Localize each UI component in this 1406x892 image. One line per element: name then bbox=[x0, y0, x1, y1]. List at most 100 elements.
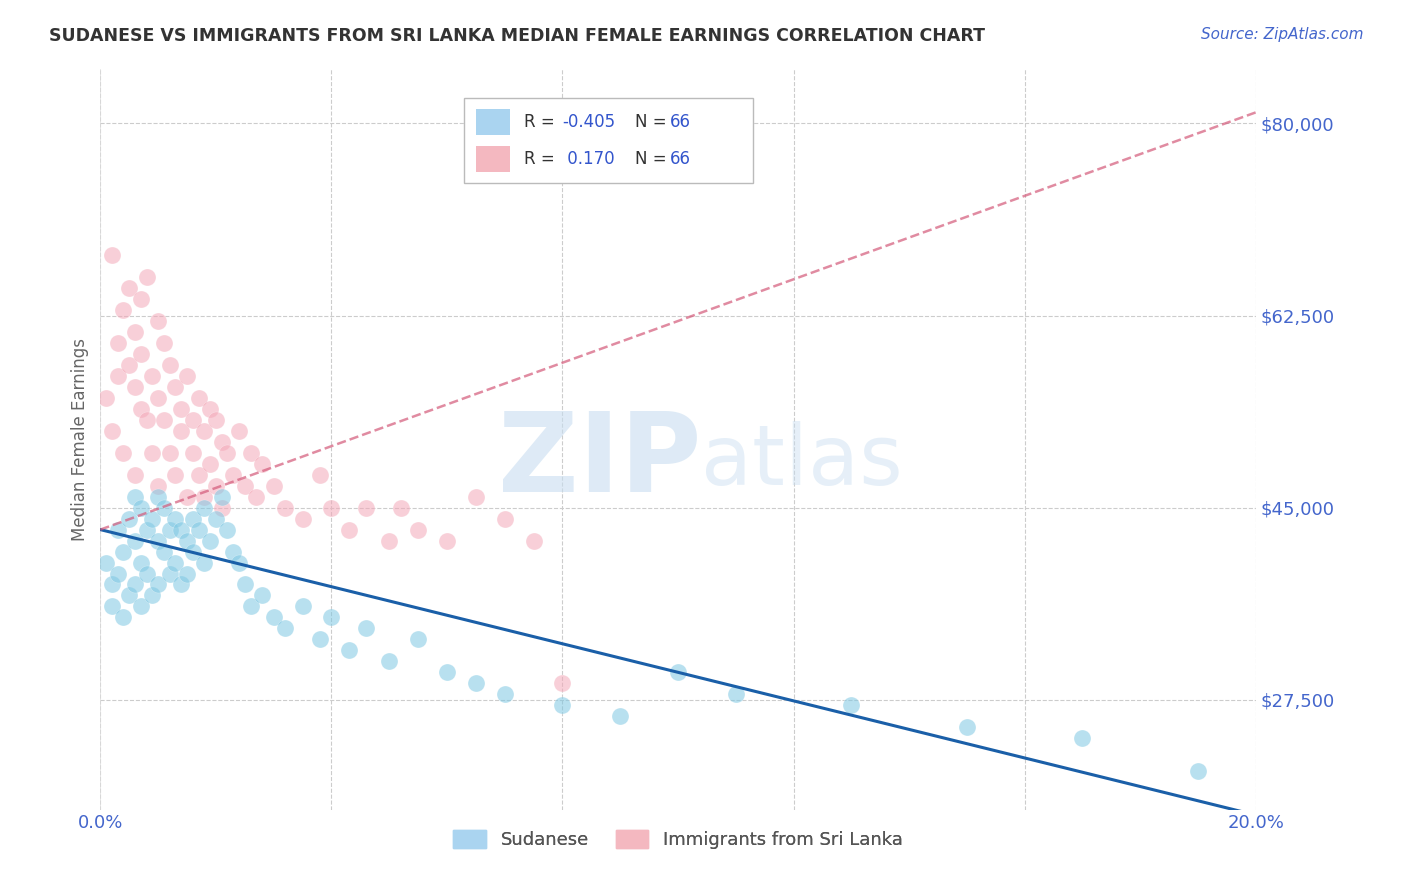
Point bbox=[170, 424, 193, 438]
FancyBboxPatch shape bbox=[475, 145, 510, 171]
Text: ZIP: ZIP bbox=[498, 408, 702, 515]
Point bbox=[129, 292, 152, 306]
Point bbox=[337, 523, 360, 537]
Point bbox=[165, 556, 187, 570]
Point bbox=[436, 665, 458, 680]
Point bbox=[245, 490, 267, 504]
Text: -0.405: -0.405 bbox=[562, 113, 616, 131]
Point bbox=[124, 325, 146, 339]
Point bbox=[839, 698, 862, 713]
Point bbox=[153, 413, 176, 427]
Point bbox=[354, 500, 377, 515]
Point bbox=[176, 566, 198, 581]
Point bbox=[112, 303, 135, 318]
Legend: Sudanese, Immigrants from Sri Lanka: Sudanese, Immigrants from Sri Lanka bbox=[446, 822, 910, 856]
Text: N =: N = bbox=[636, 150, 666, 168]
Point bbox=[308, 632, 330, 647]
Point bbox=[112, 610, 135, 624]
Point bbox=[181, 446, 204, 460]
Point bbox=[170, 401, 193, 416]
FancyBboxPatch shape bbox=[464, 98, 754, 184]
Point bbox=[112, 446, 135, 460]
Point bbox=[176, 368, 198, 383]
Point bbox=[211, 490, 233, 504]
Point bbox=[118, 281, 141, 295]
Point bbox=[228, 424, 250, 438]
Point bbox=[609, 709, 631, 723]
Point bbox=[170, 577, 193, 591]
Point bbox=[263, 478, 285, 492]
Point bbox=[436, 533, 458, 548]
Point bbox=[135, 523, 157, 537]
Point bbox=[118, 589, 141, 603]
Point bbox=[135, 566, 157, 581]
Point bbox=[551, 676, 574, 690]
Point bbox=[146, 577, 169, 591]
Point bbox=[274, 500, 297, 515]
Point bbox=[165, 467, 187, 482]
Point bbox=[724, 687, 747, 701]
Point bbox=[198, 401, 221, 416]
Point bbox=[101, 248, 124, 262]
Point bbox=[523, 533, 546, 548]
Point bbox=[464, 490, 486, 504]
Point bbox=[187, 391, 209, 405]
Point bbox=[406, 523, 429, 537]
Point bbox=[129, 401, 152, 416]
Point bbox=[193, 490, 215, 504]
Point bbox=[101, 599, 124, 614]
Point bbox=[107, 523, 129, 537]
Point bbox=[107, 368, 129, 383]
Point bbox=[107, 566, 129, 581]
Point bbox=[141, 589, 163, 603]
Point bbox=[494, 687, 516, 701]
Point bbox=[129, 347, 152, 361]
Point bbox=[101, 424, 124, 438]
Point bbox=[217, 446, 239, 460]
FancyBboxPatch shape bbox=[475, 110, 510, 136]
Point bbox=[389, 500, 412, 515]
Point bbox=[112, 544, 135, 558]
Point bbox=[146, 391, 169, 405]
Point bbox=[176, 533, 198, 548]
Point bbox=[165, 380, 187, 394]
Point bbox=[239, 446, 262, 460]
Point bbox=[181, 413, 204, 427]
Point bbox=[291, 599, 314, 614]
Point bbox=[94, 556, 117, 570]
Point bbox=[141, 511, 163, 525]
Y-axis label: Median Female Earnings: Median Female Earnings bbox=[72, 337, 89, 541]
Point bbox=[193, 556, 215, 570]
Point bbox=[159, 358, 181, 372]
Point bbox=[146, 490, 169, 504]
Point bbox=[165, 511, 187, 525]
Point bbox=[124, 380, 146, 394]
Text: 0.170: 0.170 bbox=[562, 150, 614, 168]
Point bbox=[308, 467, 330, 482]
Point bbox=[217, 523, 239, 537]
Point bbox=[198, 457, 221, 471]
Point bbox=[211, 500, 233, 515]
Point bbox=[291, 511, 314, 525]
Text: R =: R = bbox=[524, 150, 555, 168]
Point bbox=[263, 610, 285, 624]
Point bbox=[124, 533, 146, 548]
Point bbox=[118, 358, 141, 372]
Point bbox=[129, 500, 152, 515]
Point bbox=[378, 533, 401, 548]
Point bbox=[551, 698, 574, 713]
Point bbox=[222, 544, 245, 558]
Point bbox=[153, 500, 176, 515]
Point bbox=[250, 457, 273, 471]
Point bbox=[94, 391, 117, 405]
Text: R =: R = bbox=[524, 113, 555, 131]
Point bbox=[205, 478, 228, 492]
Point bbox=[176, 490, 198, 504]
Point bbox=[187, 467, 209, 482]
Point bbox=[233, 577, 256, 591]
Point bbox=[141, 446, 163, 460]
Point bbox=[193, 424, 215, 438]
Point bbox=[205, 511, 228, 525]
Point bbox=[956, 720, 979, 734]
Point bbox=[141, 368, 163, 383]
